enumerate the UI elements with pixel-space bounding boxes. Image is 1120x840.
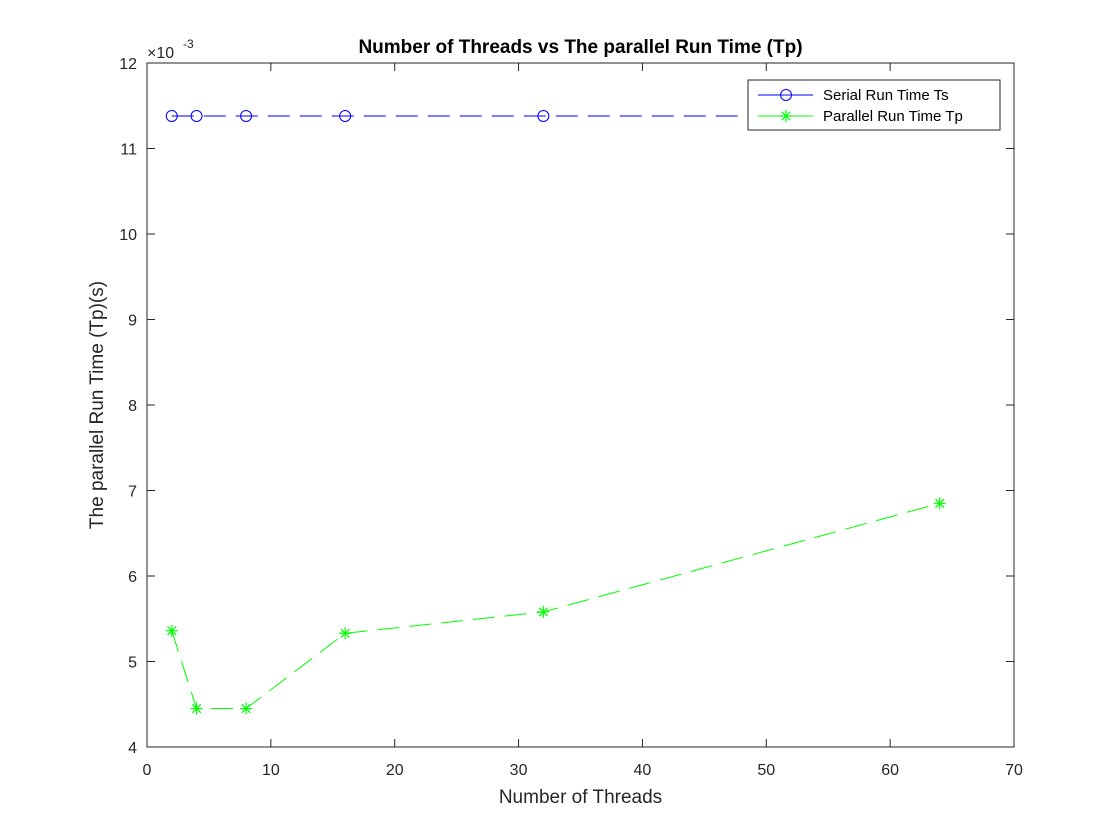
legend-label: Parallel Run Time Tp (823, 108, 963, 125)
x-tick-label: 20 (386, 762, 404, 779)
data-point (240, 110, 253, 123)
x-tick-label: 60 (881, 762, 899, 779)
data-point (933, 497, 946, 510)
legend-box (747, 79, 1001, 131)
legend-entry: Parallel Run Time Tp (758, 108, 963, 125)
y-axis-label: The parallel Run Time (Tp)(s) (87, 281, 108, 529)
y-tick-label: 6 (128, 569, 137, 586)
series-1 (165, 497, 946, 715)
y-tick-label: 5 (128, 655, 137, 672)
legend: Serial Run Time Ts Parallel Run Time Tp (747, 79, 1001, 131)
data-point (537, 110, 550, 123)
data-point (190, 110, 203, 123)
data-point (240, 702, 253, 715)
series-line (171, 502, 940, 710)
legend-entry: Serial Run Time Ts (758, 87, 949, 104)
legend-label: Serial Run Time Ts (823, 87, 949, 104)
legend-marker (780, 110, 792, 122)
chart-title: Number of Threads vs The parallel Run Ti… (358, 37, 802, 58)
x-tick-label: 50 (757, 762, 775, 779)
y-tick-label: 8 (128, 398, 137, 415)
y-axis-exponent: ×10 -3 (147, 37, 194, 62)
y-tick-label: 10 (119, 227, 137, 244)
ticks-layer: 0 10 20 30 40 50 60 70 4 5 6 7 8 9 10 11 12 (119, 56, 1023, 779)
y-tick-label: 12 (119, 56, 137, 73)
y-tick-label: 7 (128, 484, 137, 501)
y-tick-label: 9 (128, 313, 137, 330)
x-tick-label: 0 (143, 762, 152, 779)
data-point (339, 110, 352, 123)
data-point (165, 110, 178, 123)
data-point (190, 702, 203, 715)
y-exponent-power: -3 (183, 37, 194, 51)
data-point (165, 624, 178, 637)
legend-entries: Serial Run Time Ts Parallel Run Time Tp (758, 87, 963, 125)
x-tick-label: 40 (634, 762, 652, 779)
x-tick-label: 30 (510, 762, 528, 779)
y-tick-label: 4 (128, 740, 137, 757)
plot-area (147, 63, 1014, 747)
x-axis-label: Number of Threads (499, 787, 662, 808)
legend-marker (780, 89, 792, 101)
x-tick-label: 70 (1005, 762, 1023, 779)
y-exponent-base: ×10 (147, 45, 174, 62)
data-point (339, 627, 352, 640)
x-tick-label: 10 (262, 762, 280, 779)
y-tick-label: 11 (120, 142, 137, 159)
data-point (537, 605, 550, 618)
